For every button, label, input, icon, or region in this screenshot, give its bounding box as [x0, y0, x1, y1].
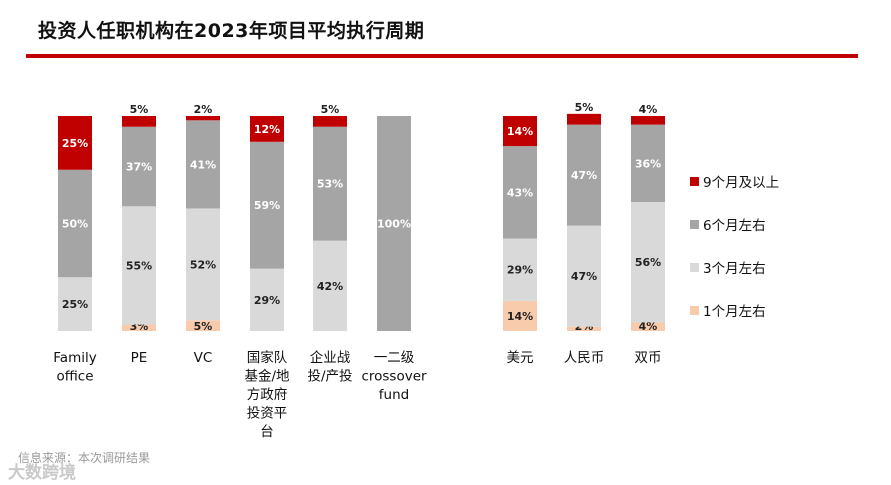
data-label-3m-g0-b2: 52%: [190, 258, 216, 271]
data-label-6m-g0-b4: 53%: [317, 178, 343, 191]
bar-segment-6m-g0-b3: [250, 141, 284, 269]
bar-segment-1m-g0-b1: [122, 324, 156, 331]
category-label-g1-b1: 人民币: [564, 350, 605, 366]
bar-segment-6m-g1-b1: [567, 124, 601, 226]
data-label-9m-g0-b3: 12%: [254, 123, 280, 136]
bar-segment-9m-g0-b4: [313, 116, 347, 127]
bar-segment-1m-g1-b0: [503, 300, 537, 331]
data-label-6m-g0-b5: 100%: [377, 218, 411, 231]
data-label-3m-g1-b2: 56%: [635, 256, 661, 269]
data-label-6m-g0-b1: 37%: [126, 161, 152, 174]
category-label-g0-b2: VC: [194, 350, 213, 366]
data-label-9m-g0-b4: 5%: [321, 103, 340, 116]
bar-segment-9m-g0-b2: [186, 116, 220, 121]
data-label-9m-g1-b1: 5%: [575, 101, 594, 114]
data-label-3m-g0-b3: 29%: [254, 294, 280, 307]
bar-segment-1m-g0-b2: [186, 320, 220, 331]
bar-segment-3m-g0-b4: [313, 240, 347, 331]
bar-segment-3m-g0-b3: [250, 268, 284, 331]
bar-segment-6m-g0-b5: [377, 116, 411, 331]
legend-label-3m: 3个月左右: [703, 261, 766, 277]
bar-segment-6m-g0-b1: [122, 126, 156, 207]
legend-label-1m: 1个月左右: [703, 304, 766, 320]
data-label-3m-g1-b0: 29%: [507, 264, 533, 277]
category-label-g0-b3: 国家队基金/地方政府投资平台: [244, 349, 290, 440]
data-label-3m-g0-b0: 25%: [62, 298, 88, 311]
category-label-g0-b0: Family office: [53, 350, 96, 385]
bar-segment-9m-g0-b1: [122, 116, 156, 127]
bar-segment-9m-g1-b2: [631, 116, 665, 125]
chart-title: 投资人任职机构在2023年项目平均执行周期: [38, 20, 425, 42]
bar-segment-6m-g0-b2: [186, 120, 220, 209]
data-label-1m-g1-b0: 14%: [507, 310, 533, 323]
category-label-g1-b2: 双币: [635, 350, 662, 366]
bar-segment-9m-g0-b3: [250, 116, 284, 142]
data-label-6m-g0-b2: 41%: [190, 158, 216, 171]
data-label-1m-g1-b2: 4%: [639, 320, 658, 333]
bar-segment-9m-g0-b0: [58, 116, 92, 170]
bar-segment-6m-g0-b4: [313, 126, 347, 241]
bar-segment-9m-g1-b0: [503, 116, 537, 147]
bar-segment-3m-g0-b2: [186, 208, 220, 321]
data-label-9m-g0-b0: 25%: [62, 137, 88, 150]
legend-swatch-1m: [690, 306, 699, 315]
data-label-3m-g0-b4: 42%: [317, 280, 343, 293]
source-note: 信息来源：本次调研结果: [18, 451, 151, 465]
data-label-9m-g0-b2: 2%: [194, 103, 213, 116]
data-label-3m-g1-b1: 47%: [571, 270, 597, 283]
data-label-9m-g0-b1: 5%: [130, 103, 149, 116]
legend-swatch-9m: [690, 177, 699, 186]
legend-swatch-3m: [690, 263, 699, 272]
bar-segment-6m-g1-b2: [631, 124, 665, 202]
data-label-6m-g1-b0: 43%: [507, 186, 533, 199]
data-label-6m-g1-b2: 36%: [635, 157, 661, 170]
category-label-g0-b1: PE: [131, 350, 148, 366]
category-label-g0-b4: 企业战投/产投: [307, 349, 352, 385]
bar-segment-6m-g0-b0: [58, 169, 92, 278]
category-label-g1-b0: 美元: [507, 350, 534, 366]
bar-segment-1m-g1-b2: [631, 322, 665, 331]
data-label-6m-g0-b0: 50%: [62, 218, 88, 231]
category-label-g0-b5: 一二级 crossover fund: [361, 350, 427, 403]
legend-label-6m: 6个月左右: [703, 218, 766, 234]
data-label-6m-g1-b1: 47%: [571, 169, 597, 182]
bar-segment-3m-g1-b0: [503, 238, 537, 301]
bar-segment-3m-g0-b0: [58, 277, 92, 331]
bar-segment-3m-g1-b2: [631, 202, 665, 323]
data-label-9m-g1-b2: 4%: [639, 103, 658, 116]
legend-label-9m: 9个月及以上: [703, 175, 779, 191]
bar-segment-1m-g1-b1: [567, 326, 601, 331]
title-underline: [26, 54, 858, 58]
bar-segment-9m-g1-b1: [567, 113, 601, 125]
bar-segment-3m-g1-b1: [567, 225, 601, 327]
legend-swatch-6m: [690, 220, 699, 229]
bar-segment-3m-g0-b1: [122, 206, 156, 325]
data-label-9m-g1-b0: 14%: [507, 125, 533, 138]
data-label-6m-g0-b3: 59%: [254, 199, 280, 212]
bar-segment-6m-g1-b0: [503, 146, 537, 239]
data-label-1m-g0-b2: 5%: [194, 320, 213, 333]
watermark-logo: 大数跨境: [8, 463, 76, 483]
data-label-3m-g0-b1: 55%: [126, 259, 152, 272]
